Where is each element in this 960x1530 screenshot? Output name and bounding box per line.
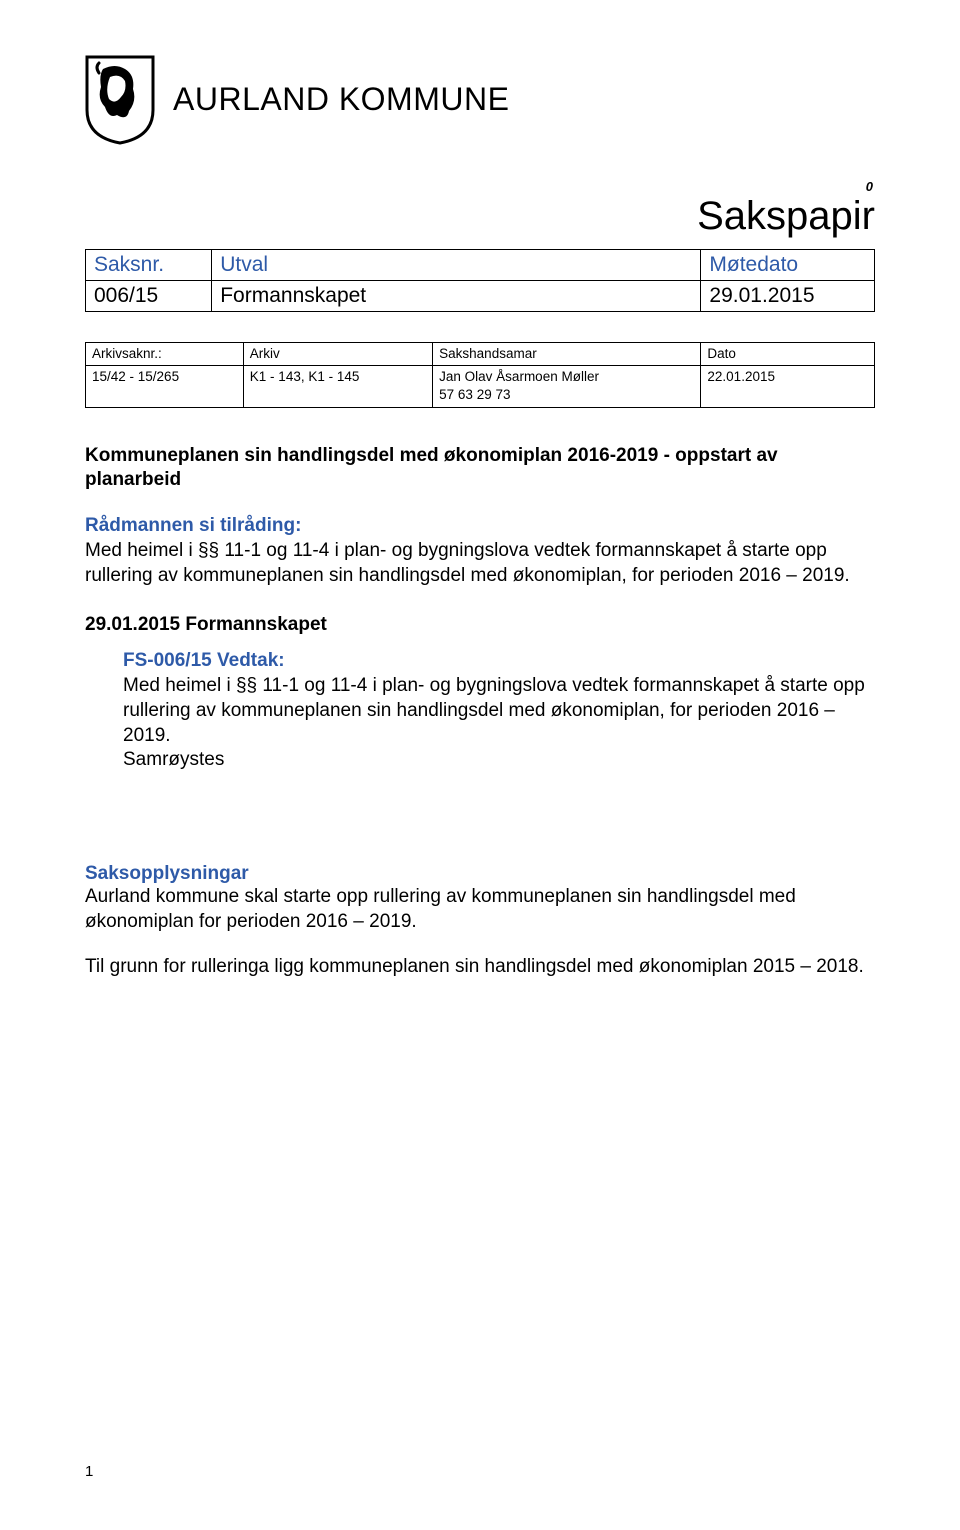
title-line1: Kommuneplanen sin handlingsdel med økono… [85,445,778,466]
title-line2: planarbeid [85,469,181,490]
col-motedato-header: Møtedato [701,250,875,281]
cell-utval: Formannskapet [212,281,701,312]
municipality-shield-icon [85,55,155,145]
col-saksnr-header: Saksnr. [86,250,212,281]
radmannen-text: Med heimel i §§ 11-1 og 11-4 i plan- og … [85,539,875,588]
page-number: 1 [85,1463,93,1480]
vedtak-vote: Samrøystes [123,748,875,773]
vedtak-block: FS-006/15 Vedtak: Med heimel i §§ 11-1 o… [123,650,875,773]
vedtak-text: Med heimel i §§ 11-1 og 11-4 i plan- og … [123,674,875,748]
col-sakshandsamar-header: Sakshandsamar [433,343,701,366]
case-title: Kommuneplanen sin handlingsdel med økono… [85,444,875,493]
cell-sakshandsamar: Jan Olav Åsarmoen Møller 57 63 29 73 [433,366,701,407]
sakshandsamar-phone: 57 63 29 73 [439,387,510,402]
cell-motedato: 29.01.2015 [701,281,875,312]
saksopp-para1: Aurland kommune skal starte opp rullerin… [85,885,875,934]
date-heading: 29.01.2015 Formannskapet [85,614,875,636]
sakspapir-zero: 0 [85,179,873,194]
col-dato-header: Dato [701,343,875,366]
vedtak-title: FS-006/15 Vedtak: [123,650,875,672]
archive-table: Arkivsaknr.: Arkiv Sakshandsamar Dato 15… [85,342,875,408]
table-row: 15/42 - 15/265 K1 - 143, K1 - 145 Jan Ol… [86,366,875,407]
sakspapir-block: 0 Sakspapir [85,179,875,239]
col-arkivsaknr-header: Arkivsaknr.: [86,343,244,366]
header-row: AURLAND KOMMUNE [85,55,875,145]
table-row: Saksnr. Utval Møtedato [86,250,875,281]
col-utval-header: Utval [212,250,701,281]
table-row: 006/15 Formannskapet 29.01.2015 [86,281,875,312]
cell-arkivsaknr: 15/42 - 15/265 [86,366,244,407]
saksopplysningar-heading: Saksopplysningar [85,863,875,885]
document-page: AURLAND KOMMUNE 0 Sakspapir Saksnr. Utva… [0,0,960,1530]
table-row: Arkivsaknr.: Arkiv Sakshandsamar Dato [86,343,875,366]
cell-arkiv: K1 - 143, K1 - 145 [243,366,432,407]
cell-saksnr: 006/15 [86,281,212,312]
meeting-table: Saksnr. Utval Møtedato 006/15 Formannska… [85,249,875,312]
radmannen-heading: Rådmannen si tilråding: [85,515,875,537]
cell-dato: 22.01.2015 [701,366,875,407]
sakshandsamar-name: Jan Olav Åsarmoen Møller [439,369,599,384]
saksopp-para2: Til grunn for rulleringa ligg kommunepla… [85,955,875,980]
col-arkiv-header: Arkiv [243,343,432,366]
org-name: AURLAND KOMMUNE [173,81,509,118]
sakspapir-label: Sakspapir [85,194,875,239]
